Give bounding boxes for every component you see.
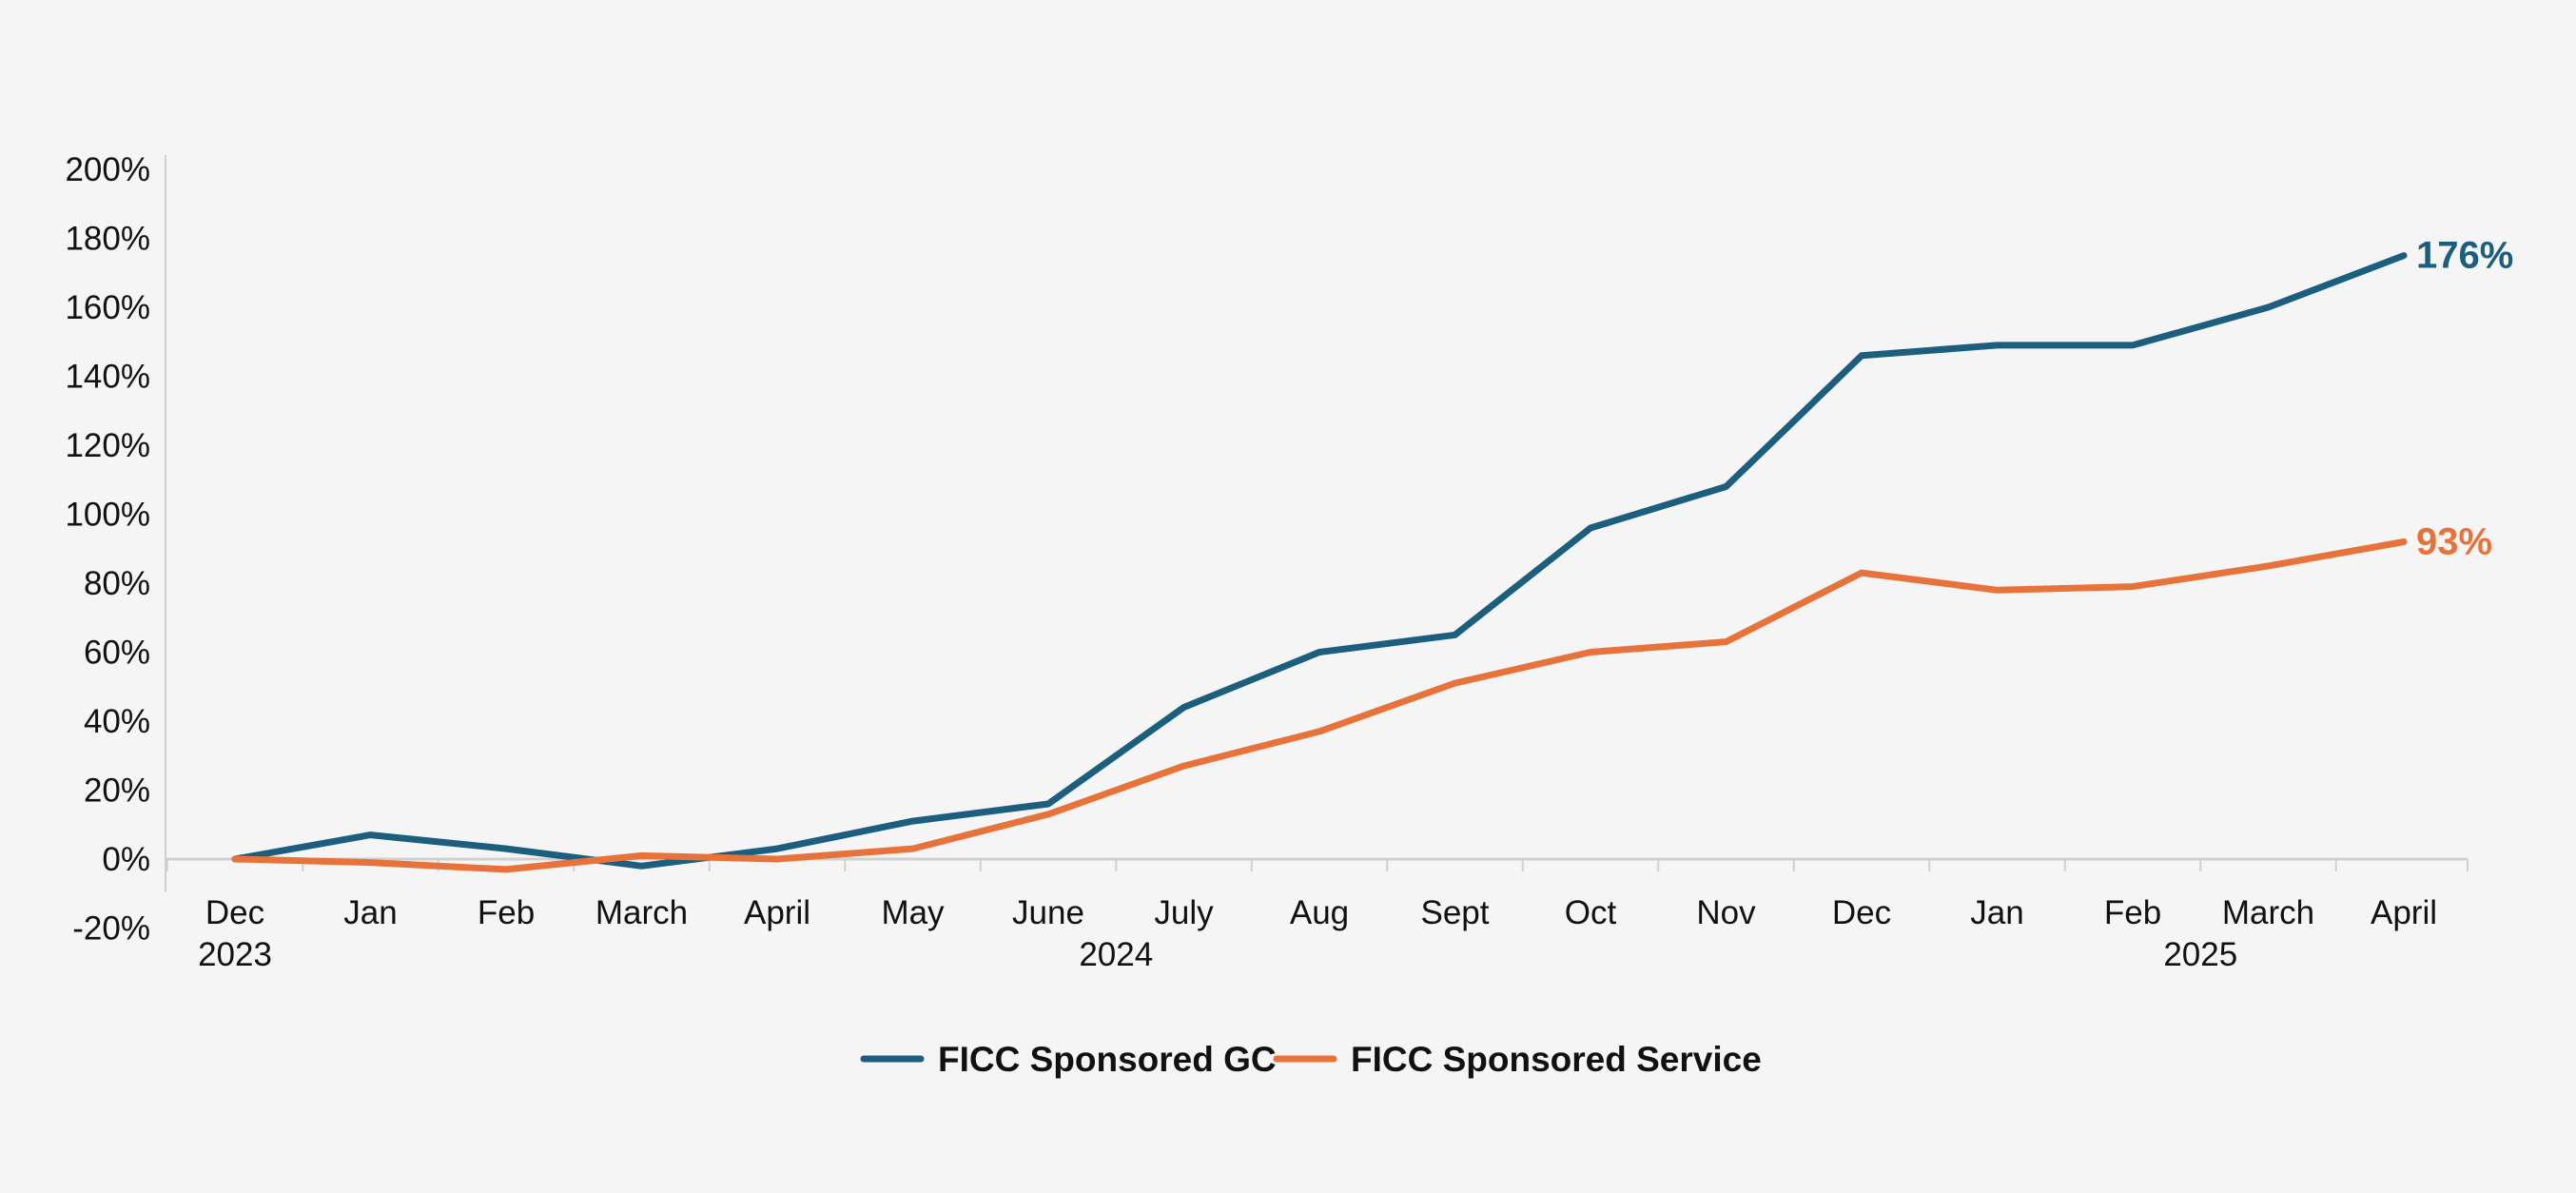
y-tick-label: 140% [65, 359, 150, 396]
x-tick-label: July [1154, 894, 1214, 931]
x-tick-label: March [595, 894, 688, 931]
y-tick-labels: 200% 180% 160% 140% 120% 100% 80% 60% 40% 20% 0% -2… [65, 151, 150, 948]
x-tick-label: Jan [343, 894, 397, 931]
end-label-1: 176% [2416, 235, 2513, 277]
x-tick-label: Feb [478, 894, 535, 931]
x-tick-label: April [744, 894, 810, 931]
x-tick-label: Jan [1970, 894, 2023, 931]
y-tick-label: 60% [84, 635, 150, 672]
end-labels: 176% 93% [2416, 235, 2513, 563]
series-line-1 [231, 252, 2408, 870]
y-tick-label: 200% [65, 151, 150, 188]
y-tick-label: 180% [65, 221, 150, 258]
legend-label-1: FICC Sponsored GC [938, 1040, 1277, 1079]
year-labels: 2023 2024 2025 [198, 936, 2237, 973]
x-tick-label: Sept [1421, 894, 1490, 931]
y-tick-label: -20% [72, 910, 150, 948]
x-tick-label: Nov [1696, 894, 1756, 931]
legend-label-2: FICC Sponsored Service [1351, 1040, 1762, 1079]
y-tick-label: 80% [84, 565, 150, 602]
x-tick-labels: Dec Jan Feb March April May June July Aug Sept Oct… [205, 894, 2437, 931]
series-line-2 [231, 538, 2408, 873]
y-tick-label: 100% [65, 497, 150, 534]
year-label: 2023 [198, 936, 272, 973]
y-tick-label: 40% [84, 703, 150, 740]
x-tick-label: April [2371, 894, 2437, 931]
x-tick-label: May [881, 894, 945, 931]
x-tick-label: Feb [2104, 894, 2161, 931]
end-label-2: 93% [2416, 521, 2492, 563]
x-tick-label: Oct [1565, 894, 1617, 931]
x-tick-label: Aug [1290, 894, 1349, 931]
x-tick-label: Dec [1832, 894, 1891, 931]
y-tick-label: 20% [84, 773, 150, 810]
y-tick-label: 120% [65, 427, 150, 464]
y-tick-label: 0% [102, 841, 150, 878]
y-tick-label: 160% [65, 289, 150, 326]
legend: FICC Sponsored GC FICC Sponsored Service [860, 1040, 1762, 1079]
year-label: 2025 [2163, 936, 2237, 973]
year-label: 2024 [1079, 936, 1153, 973]
x-tick-label: June [1012, 894, 1084, 931]
x-tick-label: March [2222, 894, 2314, 931]
x-tick-label: Dec [205, 894, 264, 931]
series-lines [231, 252, 2408, 873]
